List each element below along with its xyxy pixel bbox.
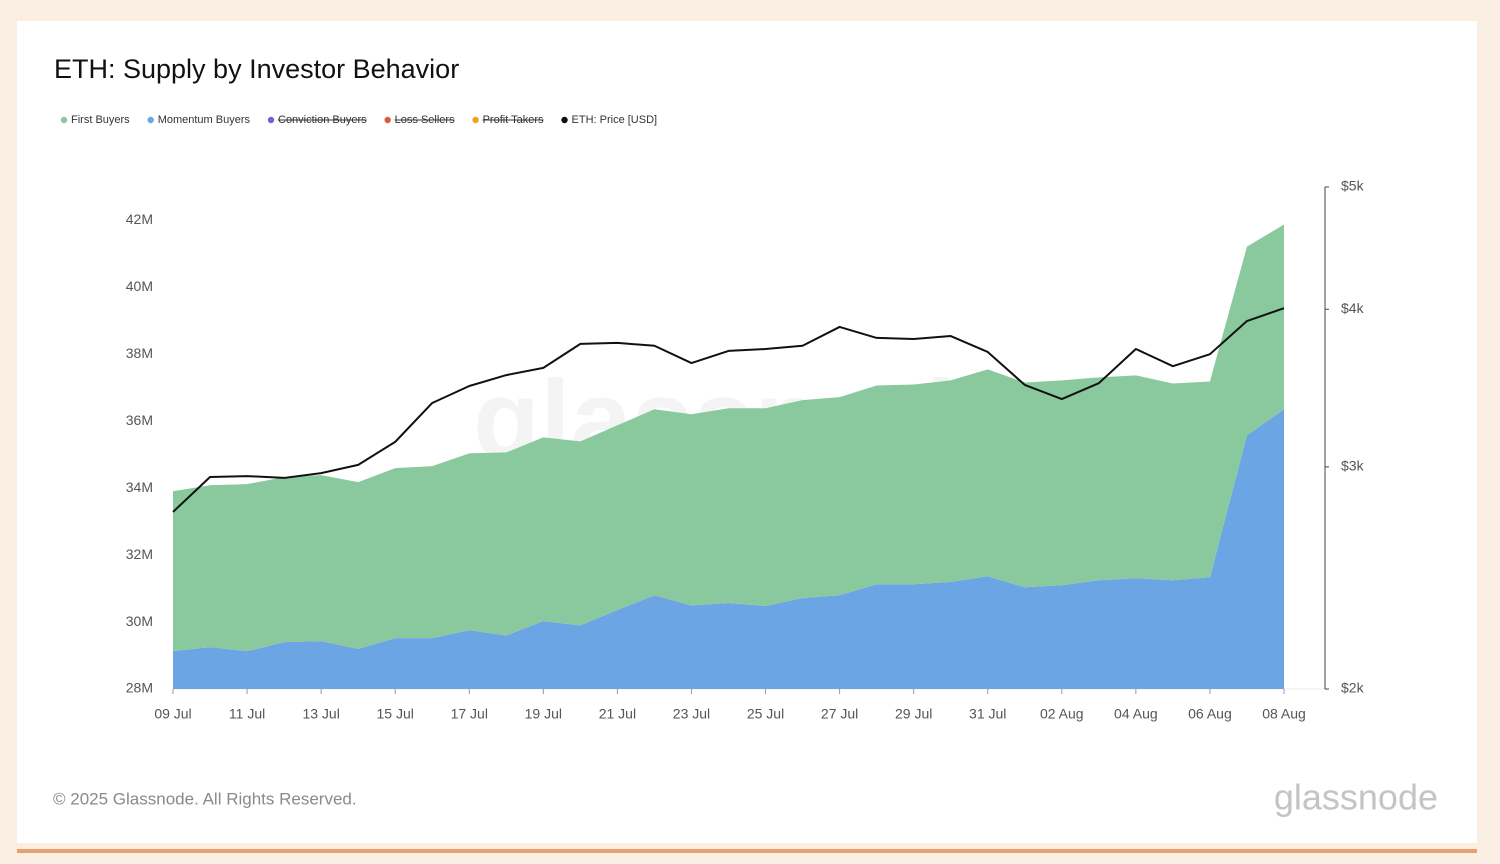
legend-swatch — [147, 116, 154, 124]
area — [173, 224, 1284, 652]
legend-item[interactable]: Loss SellersLoss Sellers — [0, 0, 455, 126]
legend-swatch — [267, 116, 275, 124]
x-tick-label: 17 Jul — [451, 706, 488, 722]
legend-swatch — [472, 116, 479, 124]
legend-swatch — [384, 116, 391, 124]
copyright: © 2025 Glassnode. All Rights Reserved. — [53, 789, 357, 808]
legend-item[interactable]: Profit TakersProfit Takers — [0, 0, 544, 126]
area — [173, 409, 1284, 689]
logo: glassnode — [1274, 777, 1438, 818]
x-tick-label: 09 Jul — [154, 706, 191, 722]
y2-tick-label: $2k — [1341, 680, 1365, 696]
x-tick-label: 23 Jul — [673, 706, 710, 722]
x-tick-label: 11 Jul — [229, 706, 265, 722]
price-line — [172, 307, 1285, 513]
x-tick-label: 31 Jul — [969, 706, 1006, 722]
legend-item[interactable]: First BuyersFirst Buyers — [0, 0, 130, 126]
legend-label: First Buyers — [71, 114, 130, 126]
x-tick-label: 02 Aug — [1040, 706, 1084, 722]
y-tick-label: 34M — [126, 479, 153, 495]
y2-tick-label: $4k — [1341, 300, 1365, 316]
bottom-rule — [17, 849, 1477, 853]
x-tick-label: 15 Jul — [377, 706, 414, 722]
y-tick-label: 36M — [126, 412, 153, 428]
y2-tick-label: $3k — [1341, 458, 1365, 474]
y-tick-label: 38M — [126, 345, 153, 361]
y-tick-label: 42M — [126, 211, 153, 227]
x-tick-label: 29 Jul — [895, 706, 932, 722]
x-tick-label: 04 Aug — [1114, 706, 1158, 722]
y-tick-label: 28M — [126, 680, 153, 696]
y-tick-label: 30M — [126, 613, 153, 629]
legend-item[interactable]: ETH: Price [USD]ETH: Price [USD] — [0, 0, 657, 126]
chart-title: ETH: Supply by Investor Behavior — [54, 54, 459, 84]
legend-label: Momentum Buyers — [158, 114, 251, 126]
x-tick-label: 06 Aug — [1188, 706, 1232, 722]
x-tick-label: 13 Jul — [302, 706, 339, 722]
x-tick-label: 21 Jul — [599, 706, 636, 722]
legend-swatch — [561, 116, 568, 124]
x-tick-label: 27 Jul — [821, 706, 858, 722]
y-tick-label: 32M — [126, 546, 153, 562]
y2-tick-label: $5k — [1341, 178, 1365, 194]
legend-swatch — [60, 116, 68, 124]
legend-label: ETH: Price [USD] — [572, 114, 658, 126]
x-tick-label: 19 Jul — [525, 706, 562, 722]
y-tick-label: 40M — [126, 278, 153, 294]
x-tick-label: 25 Jul — [747, 706, 784, 722]
x-tick-label: 08 Aug — [1262, 706, 1306, 722]
